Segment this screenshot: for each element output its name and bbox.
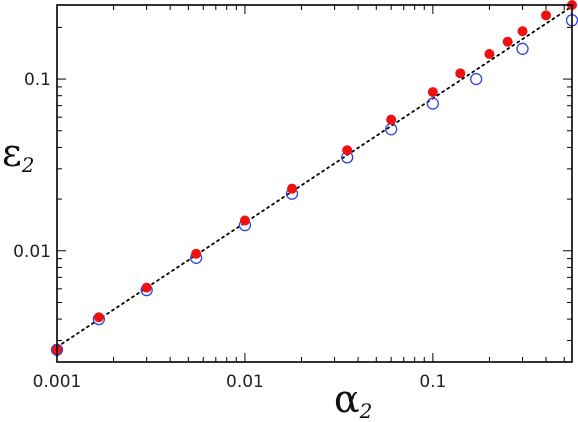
y-tick-label: 0.1 [24,70,51,90]
filled-circle-point [191,248,202,259]
x-tick-label: 0.01 [226,372,264,392]
filled-circle-point [455,68,466,79]
filled-circle-point [484,48,495,59]
y-axis-subscript: 2 [21,153,35,177]
filled-circle-point [427,87,438,98]
filled-circle-point [342,145,353,156]
filled-circle-point [386,114,397,125]
x-axis-symbol: α [334,377,360,421]
filled-circle-point [239,215,250,226]
filled-circle-point [502,36,513,47]
open-circle-point [426,97,440,110]
plot-frame [56,4,573,363]
filled-circle-point [141,282,152,293]
x-tick-label: 0.1 [419,372,446,392]
axis-ticks: 0.001 0.01 0.1 0.01 0.1 [13,5,572,392]
open-circle-point [516,42,529,55]
filled-circle-point [541,10,552,21]
chart-marks [50,0,578,356]
filled-circle-point [93,312,104,323]
y-axis-label: ε2 [2,131,34,177]
filled-circle-point [517,26,528,37]
x-axis-subscript: 2 [359,399,373,422]
x-axis-label: α2 [334,377,372,422]
open-circle-point [470,72,483,86]
y-tick-label: 0.01 [13,242,51,262]
y-axis-symbol: ε [2,131,22,175]
reference-line [56,5,573,348]
filled-circle-point [286,183,297,194]
x-tick-label: 0.001 [33,372,82,392]
